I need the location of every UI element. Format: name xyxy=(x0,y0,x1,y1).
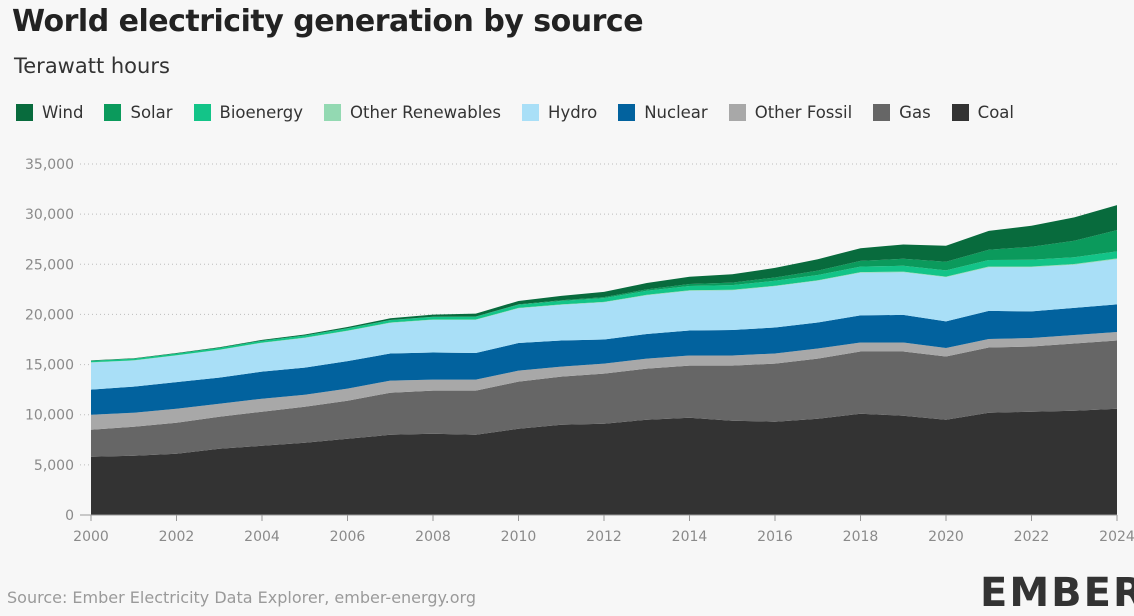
legend-swatch-nuclear xyxy=(618,104,636,121)
legend-item-hydro: Hydro xyxy=(522,103,597,122)
y-tick-label: 25,000 xyxy=(25,257,74,273)
legend-label-other-fossil: Other Fossil xyxy=(754,103,853,122)
y-tick-label: 35,000 xyxy=(25,157,74,173)
y-tick-label: 20,000 xyxy=(25,307,74,323)
x-tick-label: 2020 xyxy=(928,529,964,545)
legend-item-other-renewables: Other Renewables xyxy=(324,103,501,122)
ember-logo: EMBER xyxy=(980,570,1134,616)
legend-item-other-fossil: Other Fossil xyxy=(728,103,853,122)
y-tick-label: 5,000 xyxy=(34,458,74,474)
legend-label-solar: Solar xyxy=(130,103,173,122)
area-bioenergy xyxy=(91,251,1117,363)
legend-label-wind: Wind xyxy=(42,103,84,122)
chart-subtitle: Terawatt hours xyxy=(14,54,170,78)
area-nuclear xyxy=(91,304,1117,415)
area-hydro xyxy=(91,259,1117,390)
legend-label-other-renewables: Other Renewables xyxy=(350,103,502,122)
x-tick-label: 2002 xyxy=(159,529,195,545)
legend-label-gas: Gas xyxy=(899,103,931,122)
x-tick-label: 2016 xyxy=(757,529,793,545)
x-tick-label: 2010 xyxy=(501,529,537,545)
legend-item-nuclear: Nuclear xyxy=(618,103,708,122)
legend-label-bioenergy: Bioenergy xyxy=(219,103,304,122)
legend-item-solar: Solar xyxy=(104,103,173,122)
legend-swatch-wind xyxy=(16,104,33,121)
area-other-fossil xyxy=(91,332,1117,430)
x-tick-label: 2004 xyxy=(244,529,280,545)
y-tick-label: 10,000 xyxy=(25,408,74,424)
legend-item-gas: Gas xyxy=(873,103,931,122)
x-tick-label: 2012 xyxy=(586,529,622,545)
legend-item-coal: Coal xyxy=(951,103,1014,122)
legend-swatch-bioenergy xyxy=(193,104,211,121)
legend-label-coal: Coal xyxy=(977,103,1014,122)
legend-swatch-other-fossil xyxy=(728,104,746,121)
legend-swatch-other-renewables xyxy=(324,104,342,121)
legend-swatch-solar xyxy=(104,104,122,121)
legend-label-nuclear: Nuclear xyxy=(644,103,708,122)
x-tick-label: 2014 xyxy=(672,529,708,545)
x-tick-label: 2018 xyxy=(843,529,879,545)
chart-legend: Wind Solar Bioenergy Other Renewables Hydro N… xyxy=(16,103,1035,122)
x-tick-label: 2024 xyxy=(1099,529,1134,545)
legend-swatch-coal xyxy=(951,104,969,121)
legend-label-hydro: Hydro xyxy=(548,103,598,122)
x-tick-label: 2022 xyxy=(1014,529,1050,545)
source-note: Source: Ember Electricity Data Explorer,… xyxy=(7,588,476,607)
chart-title: World electricity generation by source xyxy=(12,4,644,39)
area-coal xyxy=(91,408,1117,515)
y-tick-label: 15,000 xyxy=(25,358,74,374)
y-tick-label: 30,000 xyxy=(25,207,74,223)
x-tick-label: 2008 xyxy=(415,529,451,545)
y-tick-label: 0 xyxy=(65,508,74,524)
area-solar xyxy=(91,230,1117,361)
x-tick-label: 2000 xyxy=(73,529,109,545)
legend-item-wind: Wind xyxy=(16,103,83,122)
stacked-area-chart: 0 5,000 10,000 15,000 20,000 25,000 30,000 35,0… xyxy=(25,157,1134,545)
legend-swatch-hydro xyxy=(522,104,540,121)
legend-swatch-gas xyxy=(873,104,891,121)
x-tick-label: 2006 xyxy=(330,529,366,545)
area-gas xyxy=(91,340,1117,457)
legend-item-bioenergy: Bioenergy xyxy=(193,103,304,122)
